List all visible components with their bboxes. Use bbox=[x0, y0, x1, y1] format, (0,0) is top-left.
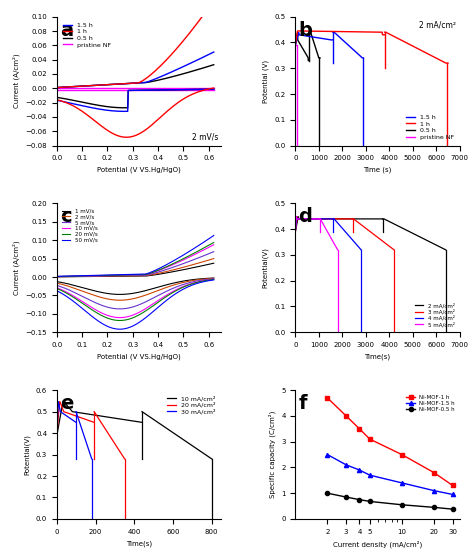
Ni-MOF-1 h bbox=[431, 469, 437, 476]
Text: b: b bbox=[299, 21, 312, 40]
Ni-MOF-0.5 h bbox=[450, 506, 456, 512]
X-axis label: Current density (mA/cm²): Current density (mA/cm²) bbox=[333, 540, 422, 548]
Line: Ni-MOF-1.5 h: Ni-MOF-1.5 h bbox=[325, 453, 455, 497]
Ni-MOF-1 h bbox=[367, 436, 373, 442]
X-axis label: Time (s): Time (s) bbox=[364, 167, 392, 174]
Ni-MOF-1 h bbox=[325, 395, 330, 401]
Ni-MOF-0.5 h bbox=[431, 504, 437, 511]
Ni-MOF-1 h bbox=[399, 451, 405, 458]
Ni-MOF-1.5 h bbox=[343, 461, 349, 468]
Ni-MOF-1 h bbox=[356, 425, 362, 432]
Legend: 10 mA/cm², 20 mA/cm², 30 mA/cm²: 10 mA/cm², 20 mA/cm², 30 mA/cm² bbox=[164, 393, 218, 417]
Y-axis label: Potential (V): Potential (V) bbox=[262, 60, 269, 103]
X-axis label: Time(s): Time(s) bbox=[126, 540, 152, 547]
Y-axis label: Specific capacity (C/cm²): Specific capacity (C/cm²) bbox=[268, 411, 275, 498]
Legend: 1.5 h, 1 h, 0.5 h, pristine NF: 1.5 h, 1 h, 0.5 h, pristine NF bbox=[60, 20, 113, 50]
Line: Ni-MOF-1 h: Ni-MOF-1 h bbox=[325, 396, 455, 488]
Legend: Ni-MOF-1 h, Ni-MOF-1.5 h, Ni-MOF-0.5 h: Ni-MOF-1 h, Ni-MOF-1.5 h, Ni-MOF-0.5 h bbox=[404, 393, 457, 414]
Ni-MOF-1.5 h bbox=[431, 487, 437, 494]
Y-axis label: Potential(V): Potential(V) bbox=[262, 247, 269, 288]
Text: f: f bbox=[299, 394, 307, 413]
Ni-MOF-0.5 h bbox=[367, 498, 373, 505]
Y-axis label: Potential(V): Potential(V) bbox=[24, 434, 30, 475]
Ni-MOF-0.5 h bbox=[399, 502, 405, 508]
Text: d: d bbox=[299, 208, 312, 227]
Ni-MOF-0.5 h bbox=[343, 494, 349, 501]
Text: 2 mA/cm²: 2 mA/cm² bbox=[419, 21, 456, 30]
X-axis label: Time(s): Time(s) bbox=[365, 354, 391, 360]
Text: e: e bbox=[60, 394, 73, 413]
Line: Ni-MOF-0.5 h: Ni-MOF-0.5 h bbox=[325, 491, 455, 511]
Ni-MOF-1.5 h bbox=[356, 466, 362, 473]
Legend: 1 mV/s, 2 mV/s, 5 mV/s, 10 mV/s, 20 mV/s, 50 mV/s: 1 mV/s, 2 mV/s, 5 mV/s, 10 mV/s, 20 mV/s… bbox=[60, 206, 100, 245]
Ni-MOF-1 h bbox=[450, 482, 456, 489]
Legend: 2 mA/cm², 3 mA/cm², 4 mA/cm², 5 mA/cm²: 2 mA/cm², 3 mA/cm², 4 mA/cm², 5 mA/cm² bbox=[413, 301, 457, 329]
Y-axis label: Current (A/cm²): Current (A/cm²) bbox=[12, 54, 20, 108]
X-axis label: Potential (V VS.Hg/HgO): Potential (V VS.Hg/HgO) bbox=[97, 167, 181, 174]
Text: c: c bbox=[60, 208, 72, 227]
Ni-MOF-0.5 h bbox=[325, 490, 330, 497]
Ni-MOF-1 h bbox=[343, 412, 349, 419]
Ni-MOF-1.5 h bbox=[399, 479, 405, 486]
Ni-MOF-1.5 h bbox=[367, 472, 373, 479]
Ni-MOF-1.5 h bbox=[325, 451, 330, 458]
Legend: 1.5 h, 1 h, 0.5 h, pristine NF: 1.5 h, 1 h, 0.5 h, pristine NF bbox=[403, 112, 456, 142]
Text: a: a bbox=[60, 21, 73, 40]
X-axis label: Potential (V VS.Hg/HgO): Potential (V VS.Hg/HgO) bbox=[97, 354, 181, 360]
Y-axis label: Current (A/cm²): Current (A/cm²) bbox=[12, 240, 20, 295]
Text: 2 mV/s: 2 mV/s bbox=[191, 132, 218, 141]
Ni-MOF-1.5 h bbox=[450, 491, 456, 498]
Ni-MOF-0.5 h bbox=[356, 496, 362, 503]
